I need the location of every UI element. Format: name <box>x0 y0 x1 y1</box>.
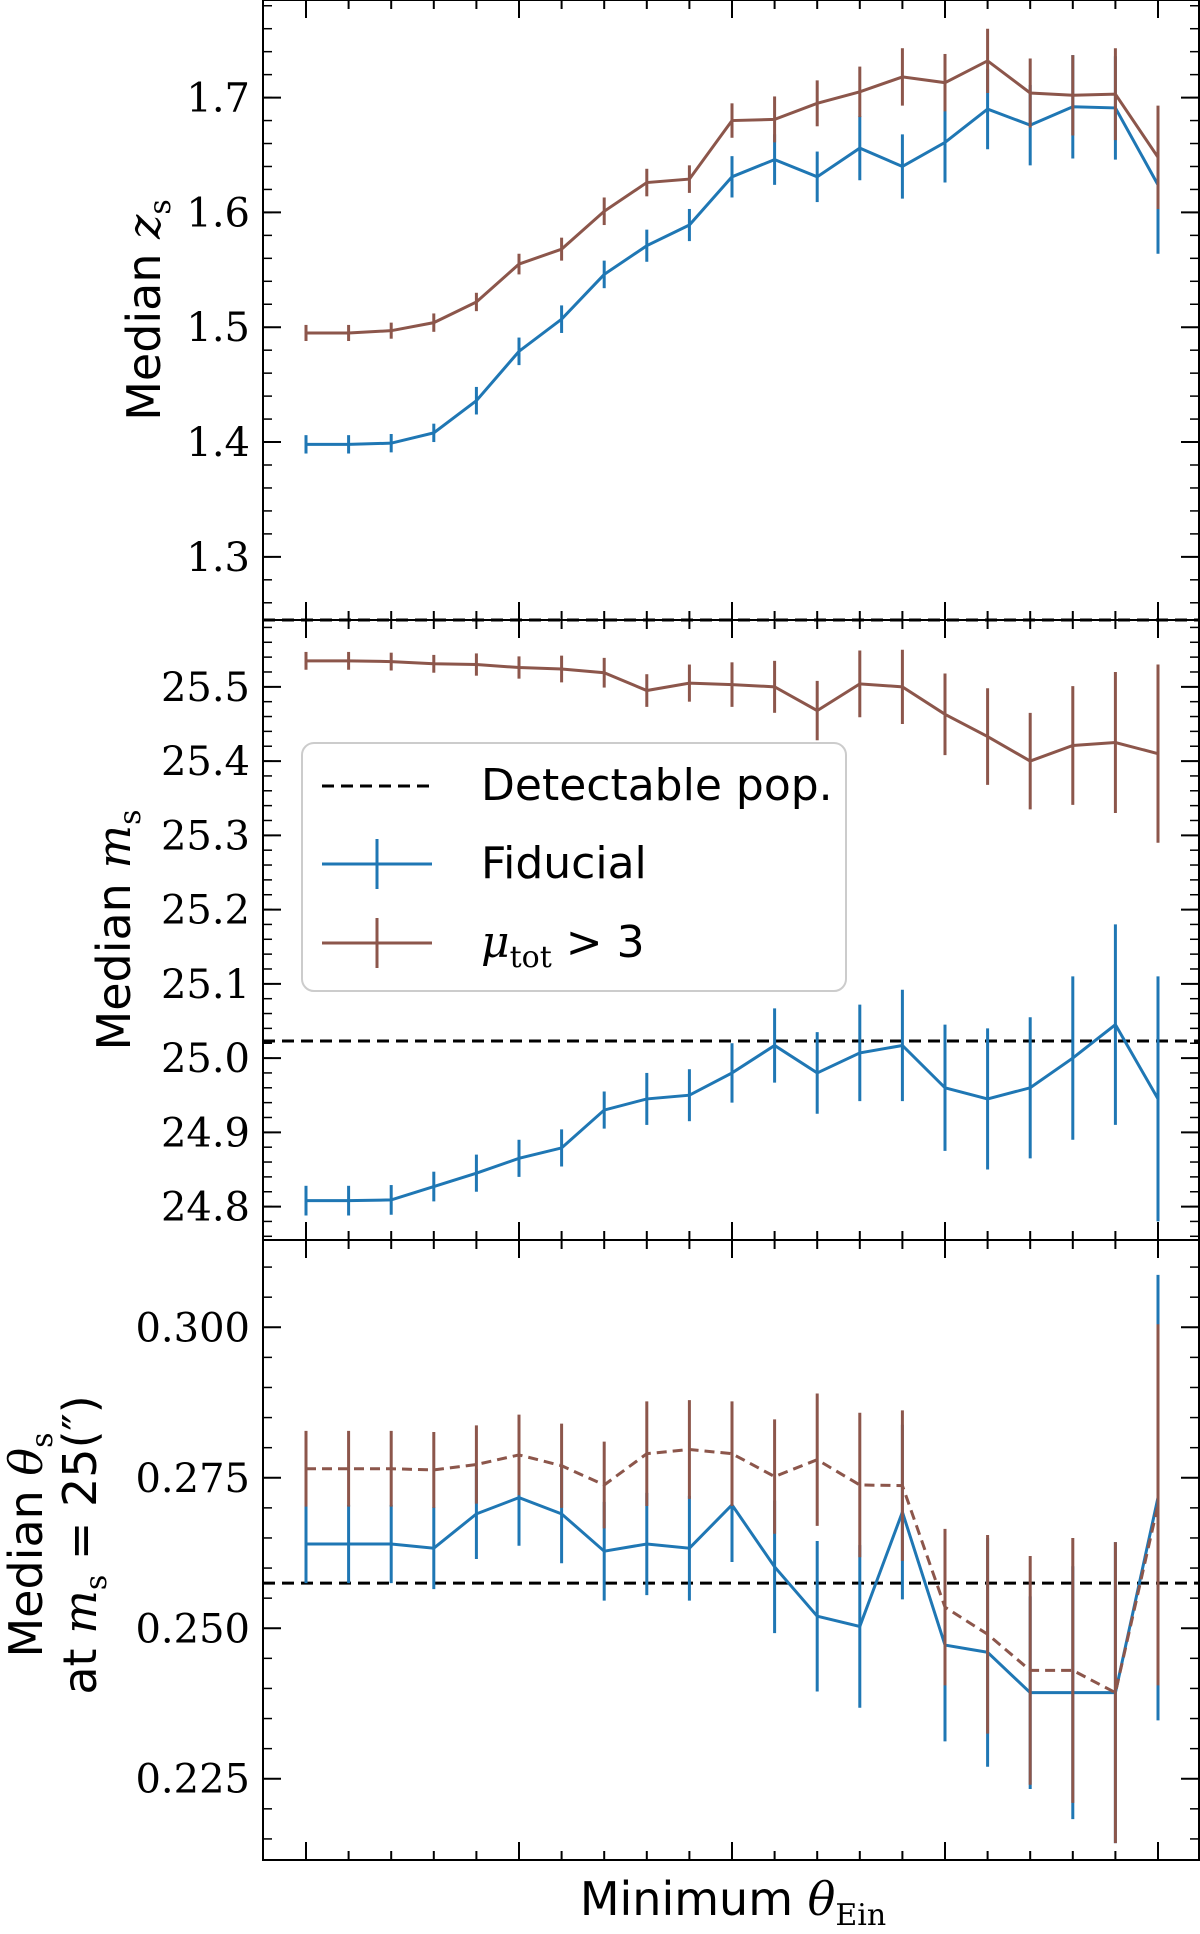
panel-top-frame <box>262 0 1200 621</box>
y-tick-label: 24.8 <box>161 1185 250 1231</box>
y-tick-label: 1.5 <box>186 305 250 351</box>
y-axis-label-bottom-line2: at ms = 25(″) <box>53 1395 114 1694</box>
legend-entry-fiducial: Fiducial <box>322 838 647 889</box>
legend-entry-mu: μtot > 3 <box>322 917 645 975</box>
y-axis-label-middle: Median ms <box>87 810 148 1051</box>
y-tick-label: 0.300 <box>135 1305 250 1351</box>
legend-box <box>301 742 847 992</box>
legend-detectable-label: Detectable pop. <box>481 760 833 811</box>
y-tick-label: 1.4 <box>186 420 250 466</box>
legend-fiducial-label: Fiducial <box>481 838 647 889</box>
panel-middle-plot: 24.8 24.9 25.0 25.1 25.2 25.3 25.4 25.5 <box>161 620 1199 1240</box>
y-tick-label: 1.3 <box>186 535 250 581</box>
y-tick-label: 25.5 <box>161 665 250 711</box>
panel-top <box>262 0 1200 621</box>
legend-mu-label: μtot > 3 <box>481 917 645 975</box>
legend-entry-detectable: Detectable pop. <box>322 760 833 811</box>
y-tick-label: 24.9 <box>161 1110 250 1156</box>
y-tick-label: 1.6 <box>186 190 250 236</box>
y-tick-label: 0.275 <box>135 1456 250 1502</box>
y-tick-label: 25.0 <box>161 1036 250 1082</box>
y-tick-label: 0.225 <box>135 1757 250 1803</box>
y-axis-label-top: Median zs <box>117 199 178 421</box>
y-axis-label-bottom-line1: Median θs <box>0 1432 60 1657</box>
y-tick-label: 25.2 <box>161 888 250 934</box>
y-tick-label: 25.4 <box>161 739 250 785</box>
x-axis-label: Minimum θEin <box>580 1872 886 1933</box>
panel-top-plot: 1.3 1.4 1.5 1.6 1.7 <box>186 0 1199 622</box>
legend: Detectable pop. Fiducial μtot > 3 <box>301 742 847 992</box>
y-tick-label: 1.7 <box>186 76 250 122</box>
y-tick-label: 25.1 <box>161 962 250 1008</box>
panel-bottom-plot: 0.225 0.250 0.275 0.300 <box>135 1240 1199 1860</box>
y-tick-label: 25.3 <box>161 813 250 859</box>
y-tick-label: 0.250 <box>135 1606 250 1652</box>
